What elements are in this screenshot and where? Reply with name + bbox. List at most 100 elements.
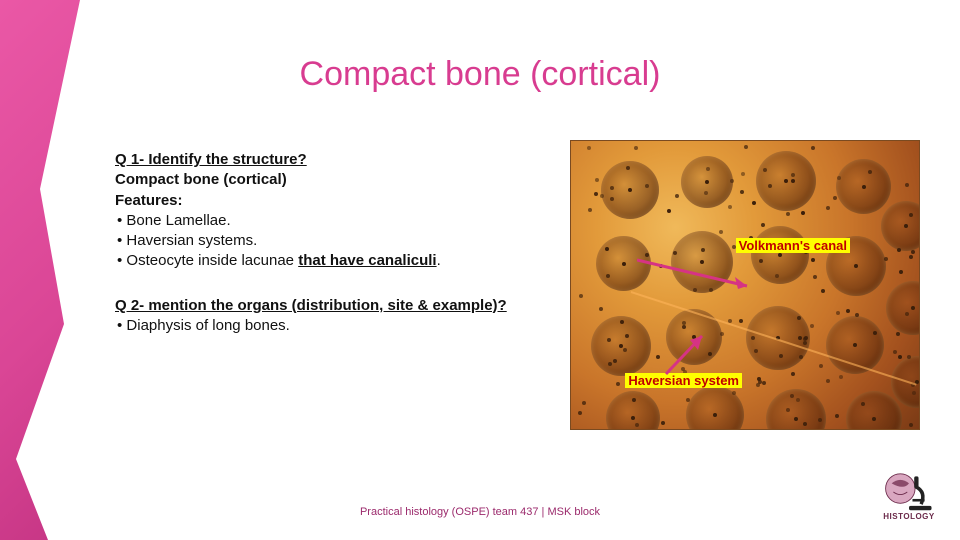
lacuna-dot xyxy=(786,408,790,412)
haversian-canal-dot xyxy=(911,306,915,310)
haversian-canal-dot xyxy=(619,344,623,348)
histology-logo: HISTOLOGY xyxy=(874,466,944,526)
lacuna-dot xyxy=(661,421,665,425)
q1-question: Q 1- Identify the structure? xyxy=(115,150,515,170)
slide-title: Compact bone (cortical) xyxy=(0,55,960,94)
lacuna-dot xyxy=(728,205,732,209)
lacuna-dot xyxy=(801,211,805,215)
list-item: Osteocyte inside lacunae that have canal… xyxy=(117,251,515,271)
lacuna-dot xyxy=(719,230,723,234)
lacuna-dot xyxy=(819,364,823,368)
lacuna-dot xyxy=(899,270,903,274)
haversian-canal-dot xyxy=(853,343,857,347)
feature3-lead: Osteocyte inside lacunae xyxy=(126,252,294,269)
osteon xyxy=(881,201,920,251)
lacuna-dot xyxy=(667,209,671,213)
lacuna-dot xyxy=(594,192,598,196)
lacuna-dot xyxy=(682,325,686,329)
lacuna-dot xyxy=(810,324,814,328)
footer-text: Practical histology (OSPE) team 437 | MS… xyxy=(0,506,960,518)
haversian-canal-dot xyxy=(872,417,876,421)
lacuna-dot xyxy=(607,338,611,342)
lacuna-dot xyxy=(739,319,743,323)
q2-question: Q 2- mention the organs (distribution, s… xyxy=(115,296,515,316)
osteon xyxy=(766,389,826,430)
haversian-canal-dot xyxy=(862,185,866,189)
lacuna-dot xyxy=(600,194,604,198)
arrow-volkmann xyxy=(637,256,767,296)
list-item: Bone Lamellae. xyxy=(117,211,515,231)
lacuna-dot xyxy=(686,398,690,402)
haversian-canal-dot xyxy=(631,416,635,420)
microscope-icon xyxy=(883,471,935,513)
list-item: Diaphysis of long bones. xyxy=(117,316,515,336)
lacuna-dot xyxy=(616,382,620,386)
logo-text: HISTOLOGY xyxy=(883,513,934,521)
lacuna-dot xyxy=(896,332,900,336)
lacuna-dot xyxy=(608,362,612,366)
annotation-volkmann: Volkmann's canal xyxy=(736,238,850,253)
list-item: Haversian systems. xyxy=(117,231,515,251)
lacuna-dot xyxy=(804,336,808,340)
lacuna-dot xyxy=(799,355,803,359)
lacuna-dot xyxy=(610,186,614,190)
lacuna-dot xyxy=(813,275,817,279)
lacuna-dot xyxy=(634,146,638,150)
lacuna-dot xyxy=(835,414,839,418)
haversian-canal-dot xyxy=(904,224,908,228)
lacuna-dot xyxy=(744,145,748,149)
q2-block: Q 2- mention the organs (distribution, s… xyxy=(115,296,515,337)
lacuna-dot xyxy=(740,190,744,194)
lacuna-dot xyxy=(909,255,913,259)
lacuna-dot xyxy=(635,423,639,427)
q2-item-list: Diaphysis of long bones. xyxy=(117,316,515,336)
lacuna-dot xyxy=(741,172,745,176)
arrow-haversian xyxy=(660,330,720,378)
lacuna-dot xyxy=(625,334,629,338)
lacuna-dot xyxy=(833,196,837,200)
lacuna-dot xyxy=(826,379,830,383)
lacuna-dot xyxy=(595,178,599,182)
q1-feature-list: Bone Lamellae. Haversian systems. Osteoc… xyxy=(117,211,515,272)
lacuna-dot xyxy=(821,289,825,293)
lacuna-dot xyxy=(836,311,840,315)
lacuna-dot xyxy=(632,398,636,402)
lacuna-dot xyxy=(909,423,913,427)
lacuna-dot xyxy=(786,212,790,216)
haversian-canal-dot xyxy=(854,264,858,268)
feature3-underlined: that have canaliculi xyxy=(298,252,436,269)
lacuna-dot xyxy=(905,312,909,316)
lacuna-dot xyxy=(626,166,630,170)
lacuna-dot xyxy=(599,307,603,311)
lacuna-dot xyxy=(579,294,583,298)
lacuna-dot xyxy=(761,223,765,227)
lacuna-dot xyxy=(704,191,708,195)
haversian-canal-dot xyxy=(794,417,798,421)
lacuna-dot xyxy=(846,309,850,313)
lacuna-dot xyxy=(605,247,609,251)
q1-features-label: Features: xyxy=(115,191,515,211)
lacuna-dot xyxy=(582,401,586,405)
haversian-canal-dot xyxy=(784,179,788,183)
lacuna-dot xyxy=(905,183,909,187)
osteon xyxy=(606,391,660,430)
lacuna-dot xyxy=(893,350,897,354)
lacuna-dot xyxy=(730,179,734,183)
lacuna-dot xyxy=(839,375,843,379)
lacuna-dot xyxy=(754,349,758,353)
lacuna-dot xyxy=(606,274,610,278)
content-block: Q 1- Identify the structure? Compact bon… xyxy=(115,150,515,336)
lacuna-dot xyxy=(796,398,800,402)
lacuna-dot xyxy=(826,206,830,210)
lacuna-dot xyxy=(623,348,627,352)
haversian-canal-dot xyxy=(628,188,632,192)
haversian-canal-dot xyxy=(705,180,709,184)
lacuna-dot xyxy=(791,173,795,177)
lacuna-dot xyxy=(675,194,679,198)
haversian-canal-dot xyxy=(713,413,717,417)
lacuna-dot xyxy=(803,341,807,345)
lacuna-dot xyxy=(775,274,779,278)
haversian-canal-dot xyxy=(622,262,626,266)
lacuna-dot xyxy=(588,208,592,212)
lacuna-dot xyxy=(587,146,591,150)
